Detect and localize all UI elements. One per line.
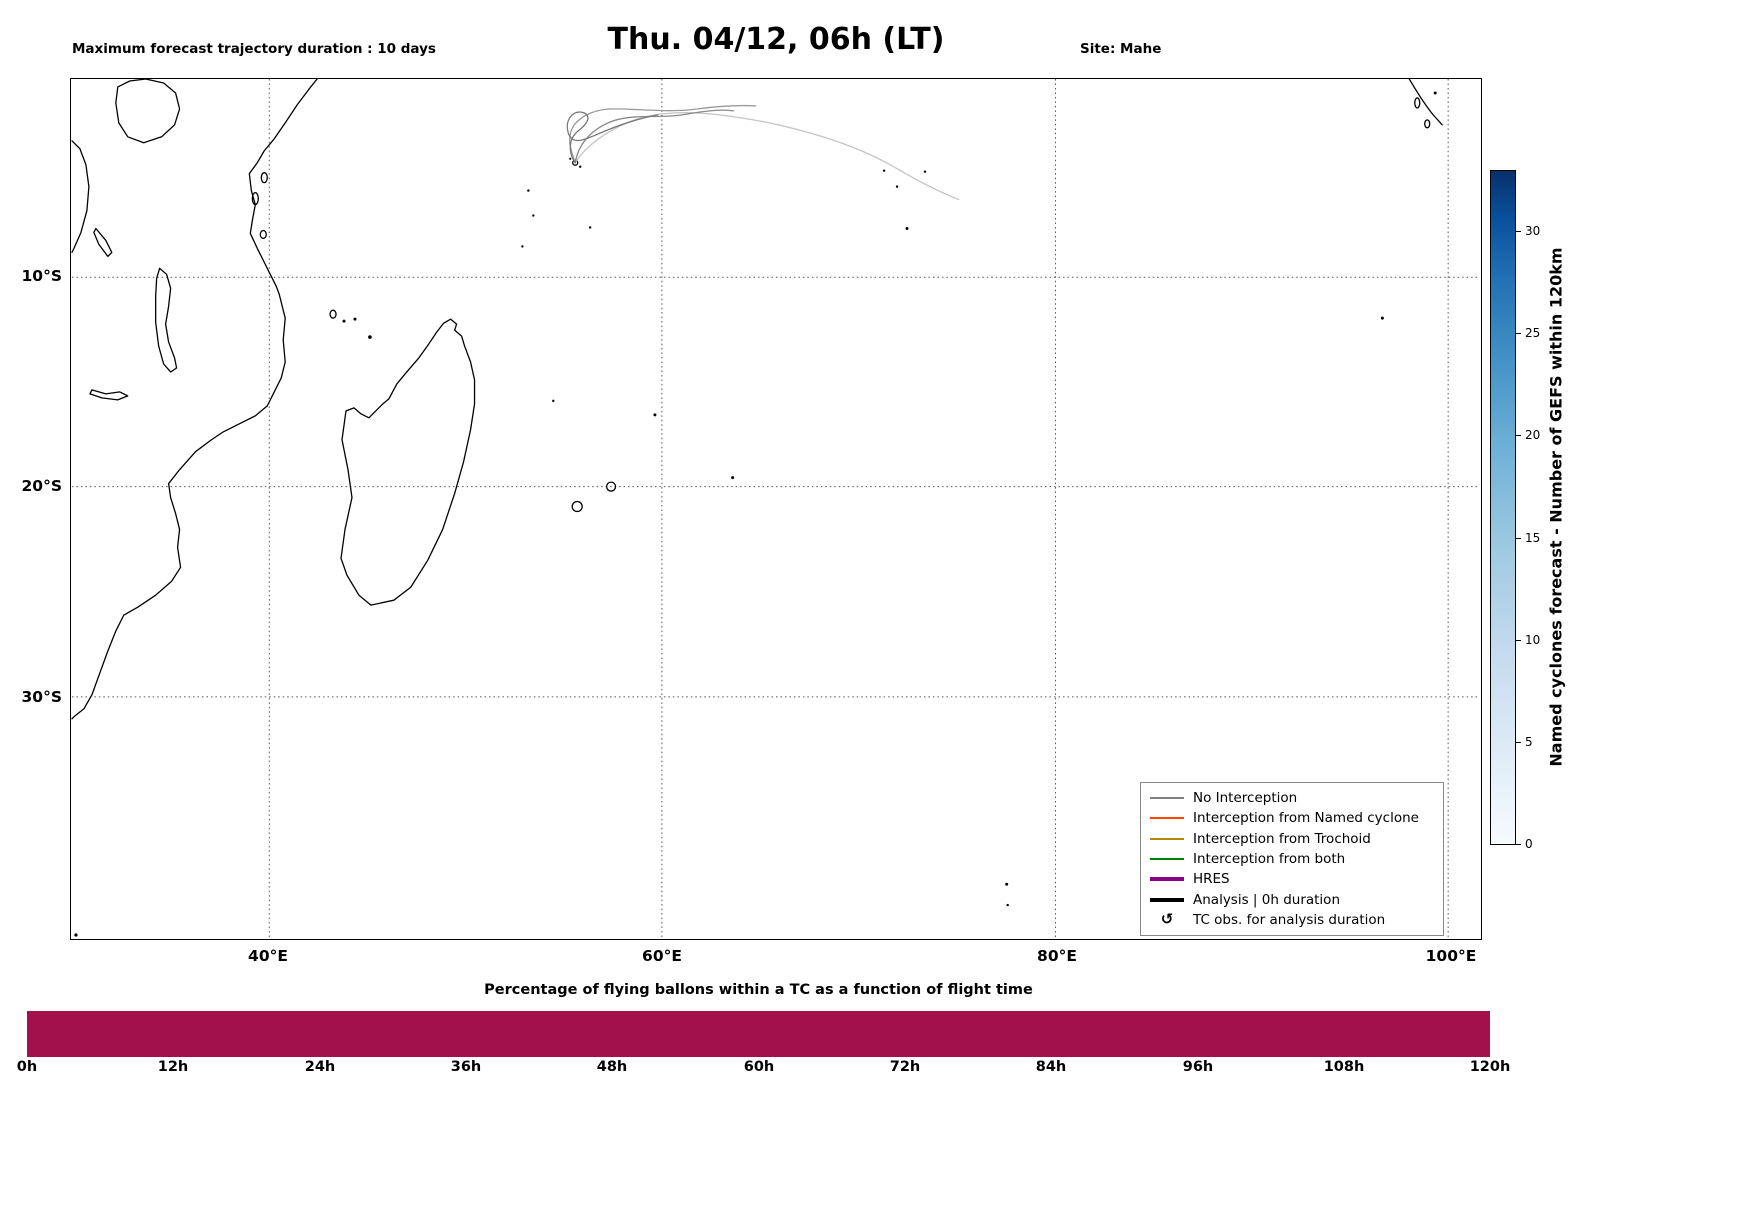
colorbar-tick [1516,333,1521,335]
colorbar-ticklabel-0: 0 [1525,837,1533,851]
trajectories-no-interception [566,104,960,201]
coastlines [71,78,1443,720]
legend-item-label: No Interception [1193,790,1298,807]
legend-item-label: TC obs. for analysis duration [1193,911,1386,928]
legend-item-tc-obs: ↺ TC obs. for analysis duration [1150,910,1434,930]
legend-item-both: Interception from both [1150,849,1434,869]
legend-line-sample [1150,837,1184,840]
island-grande-comore [329,309,337,319]
coastline-madagascar [340,318,476,606]
legend-line-sample [1150,857,1184,860]
trajectory-line [566,111,659,164]
coastline-sumatra [1408,78,1443,126]
legend-item-label: Analysis | 0h duration [1193,891,1340,908]
colorbar-ticklabel-5: 5 [1525,735,1533,749]
colorbar-tick [1516,231,1521,233]
btick-96h: 96h [1182,1059,1214,1075]
legend-line-sample [1150,797,1184,800]
legend-item-label: Interception from both [1193,850,1346,867]
xtick-40e: 40°E [248,947,288,965]
site-text: Site: Mahe [1080,41,1162,57]
btick-60h: 60h [743,1059,775,1075]
max-duration-text: Maximum forecast trajectory duration : 1… [72,41,436,57]
trajectory-line [574,111,960,201]
island-reunion [571,500,583,513]
ytick-30s: 30°S [21,688,62,706]
island-pemba [260,172,268,184]
legend-item-trochoid: Interception from Trochoid [1150,829,1434,849]
rotate-ccw-icon: ↺ [1160,910,1174,929]
island-zanzibar [251,191,259,206]
colorbar-tick [1516,844,1521,846]
legend-item-named-cyclone: Interception from Named cyclone [1150,808,1434,828]
coastline-africa [71,78,318,720]
legend-item-no-interception: No Interception [1150,788,1434,808]
btick-12h: 12h [157,1059,189,1075]
trajectory-line [574,109,735,164]
trajectory-line [569,104,757,164]
legend-item-hres: HRES [1150,869,1434,889]
legend-item-label: Interception from Trochoid [1193,830,1371,847]
map-legend: No Interception Interception from Named … [1140,782,1444,936]
legend-line-sample [1150,877,1184,882]
btick-48h: 48h [596,1059,628,1075]
graticule [71,79,1480,938]
colorbar-tick [1516,640,1521,642]
colorbar-ticklabel-30: 30 [1525,224,1541,238]
bottom-chart-title: Percentage of flying ballons within a TC… [484,982,1033,998]
colorbar-tick [1516,538,1521,540]
colorbar-tick [1516,435,1521,437]
legend-line-sample [1150,817,1184,820]
small-islands [74,91,1437,937]
lake-malawi [155,267,178,373]
lake-tanganyika [71,140,90,254]
island-mafia [259,229,267,240]
island-sumatra-offshore-1 [1414,97,1421,109]
colorbar-ticklabel-10: 10 [1525,633,1541,647]
xtick-80e: 80°E [1037,947,1077,965]
btick-72h: 72h [889,1059,921,1075]
btick-84h: 84h [1035,1059,1067,1075]
flight-time-bar [27,1011,1490,1057]
btick-36h: 36h [450,1059,482,1075]
lake-rukwa [93,227,113,258]
colorbar-ticklabel-25: 25 [1525,326,1541,340]
colorbar-tick [1516,742,1521,744]
map-canvas [71,78,1480,938]
btick-108h: 108h [1323,1059,1365,1075]
xtick-100e: 100°E [1425,947,1477,965]
colorbar-axis-label: Named cyclones forecast - Number of GEFS… [1546,247,1566,767]
island-mauritius [605,481,617,492]
legend-item-label: Interception from Named cyclone [1193,810,1419,827]
figure-title: Thu. 04/12, 06h (LT) [607,22,945,57]
legend-item-label: HRES [1193,871,1230,888]
ytick-20s: 20°S [21,477,62,495]
island-sumatra-offshore-2 [1424,119,1431,129]
lake-cahora-bassa [89,389,129,401]
btick-0h: 0h [16,1059,38,1075]
btick-120h: 120h [1469,1059,1511,1075]
legend-line-sample [1150,897,1184,902]
xtick-60e: 60°E [642,947,682,965]
colorbar-ticklabel-15: 15 [1525,531,1541,545]
lake-victoria [115,78,181,144]
legend-item-analysis: Analysis | 0h duration [1150,889,1434,909]
ytick-10s: 10°S [21,267,62,285]
colorbar-ticklabel-20: 20 [1525,428,1541,442]
btick-24h: 24h [304,1059,336,1075]
colorbar [1490,170,1516,845]
